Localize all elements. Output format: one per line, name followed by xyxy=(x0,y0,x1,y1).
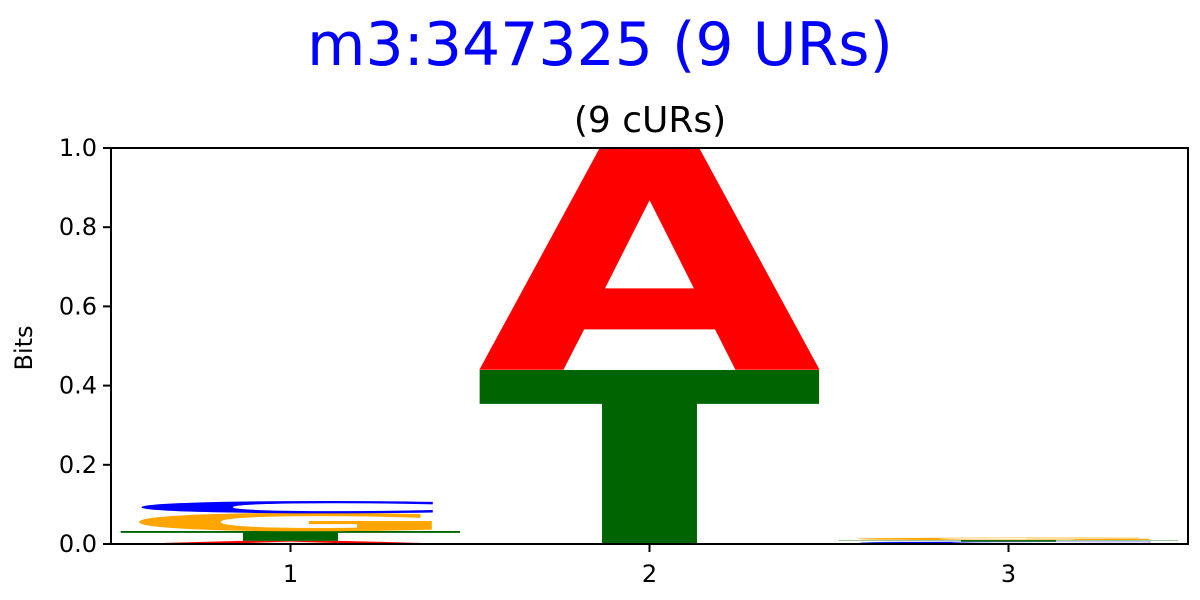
x-tick-label: 2 xyxy=(642,560,657,588)
y-tick-label: 0.4 xyxy=(59,372,97,400)
logo-letter-t: T xyxy=(118,528,465,544)
logo-letter-t: T xyxy=(477,323,824,600)
y-axis-label: Bits xyxy=(10,325,38,370)
x-axis-ticks: 1 2 3 xyxy=(283,544,1016,588)
chart-title: (9 cURs) xyxy=(574,100,726,141)
logo-letter-c: C xyxy=(118,498,463,517)
y-tick-label: 0.0 xyxy=(59,530,97,558)
y-tick-label: 0.6 xyxy=(59,292,97,320)
figure-suptitle: m3:347325 (9 URs) xyxy=(307,10,893,80)
logo-letter-c: C xyxy=(836,541,1181,544)
y-tick-label: 0.8 xyxy=(59,213,97,241)
y-tick-label: 0.2 xyxy=(59,451,97,479)
y-axis-ticks: 0.0 0.2 0.4 0.6 0.8 1.0 xyxy=(59,134,111,558)
logo-letter-g: G xyxy=(836,537,1181,541)
logo-letter-a: A xyxy=(477,88,825,442)
x-tick-label: 1 xyxy=(283,560,298,588)
logo-letter-t: T xyxy=(836,540,1183,543)
y-tick-label: 1.0 xyxy=(59,134,97,162)
logo-letter-a: A xyxy=(118,540,466,545)
logo-letter-g: G xyxy=(118,508,463,536)
x-tick-label: 3 xyxy=(1001,560,1016,588)
